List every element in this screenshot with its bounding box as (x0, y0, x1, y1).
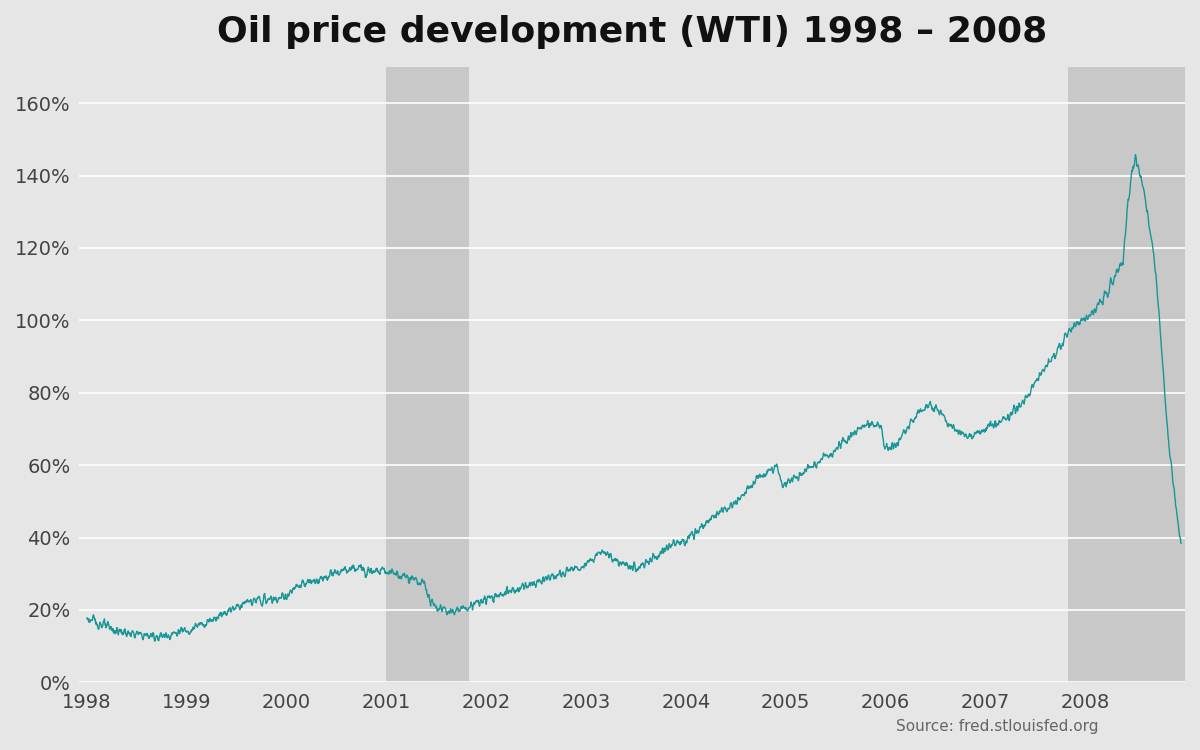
Text: Source: fred.stlouisfed.org: Source: fred.stlouisfed.org (895, 718, 1098, 734)
Title: Oil price development (WTI) 1998 – 2008: Oil price development (WTI) 1998 – 2008 (217, 15, 1048, 49)
Bar (386, 67, 469, 682)
Bar (1068, 67, 1186, 682)
